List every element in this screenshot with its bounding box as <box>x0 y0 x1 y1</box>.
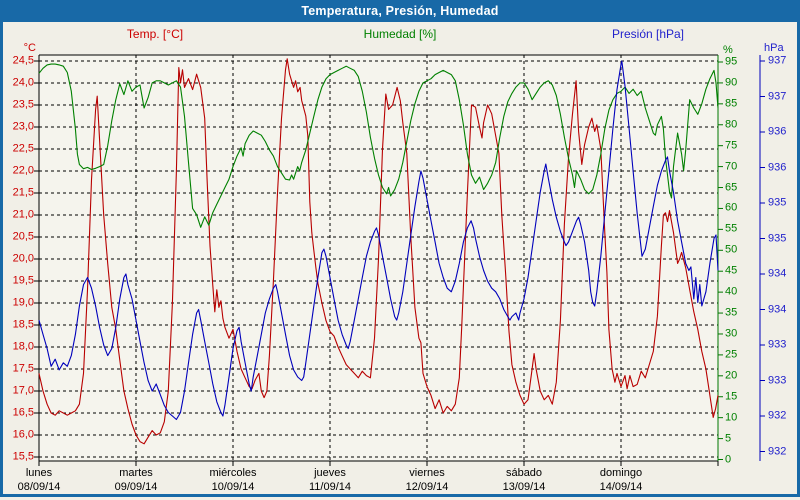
pressure-tick-label: 937 <box>768 90 787 102</box>
day-name-label: lunes <box>25 467 53 479</box>
humidity-tick-label: 30 <box>725 327 738 340</box>
day-name-label: sábado <box>505 467 543 479</box>
humidity-tick-label: 5 <box>725 432 732 445</box>
temp-tick-label: 24,0 <box>12 76 34 89</box>
humidity-tick-label: 65 <box>725 181 738 194</box>
humidity-tick-label: 55 <box>725 222 738 235</box>
pressure-tick-label: 935 <box>768 196 787 209</box>
temp-tick-label: 18,5 <box>12 318 34 331</box>
pressure-axis-unit: hPa <box>764 42 784 54</box>
series-pressure <box>38 60 719 421</box>
pressure-tick-label: 932 <box>768 409 787 422</box>
series-temp <box>38 58 719 445</box>
humidity-tick-label: 35 <box>725 306 738 319</box>
temp-tick-label: 17,0 <box>12 384 34 397</box>
humidity-tick-label: 15 <box>725 390 738 403</box>
humidity-axis-unit: % <box>723 44 733 56</box>
temp-tick-label: 20,0 <box>12 252 34 265</box>
pressure-tick-label: 935 <box>768 232 787 244</box>
temp-tick-label: 17,5 <box>12 362 34 375</box>
pressure-tick-label: 934 <box>768 303 787 315</box>
temp-tick-label: 21,0 <box>12 208 34 221</box>
temp-tick-label: 18,0 <box>12 340 34 353</box>
title-bar: Temperatura, Presión, Humedad <box>0 0 800 22</box>
temp-tick-label: 19,5 <box>12 274 34 287</box>
temp-tick-label: 16,0 <box>12 428 34 441</box>
pressure-tick-label: 933 <box>768 374 787 386</box>
window-border-right <box>797 22 800 497</box>
window-border-left <box>0 22 3 497</box>
legend-temperature: Temp. [°C] <box>126 27 184 41</box>
pressure-tick-label: 936 <box>768 161 787 173</box>
day-name-label: martes <box>119 467 153 479</box>
day-name-label: jueves <box>314 467 346 479</box>
humidity-tick-label: 90 <box>725 76 738 89</box>
temp-tick-label: 23,5 <box>12 98 34 111</box>
window-title: Temperatura, Presión, Humedad <box>301 4 499 18</box>
legend-pressure: Presión [hPa] <box>611 27 685 41</box>
day-name-label: domingo <box>599 467 643 479</box>
legend-humidity: Humedad [%] <box>363 27 437 41</box>
humidity-tick-label: 40 <box>725 285 738 298</box>
humidity-tick-label: 25 <box>725 348 738 361</box>
humidity-tick-label: 10 <box>725 411 738 424</box>
humidity-tick-label: 70 <box>725 160 738 173</box>
temp-axis-unit: °C <box>23 42 36 54</box>
pressure-tick-label: 932 <box>768 445 787 457</box>
humidity-tick-label: 95 <box>725 55 738 68</box>
humidity-tick-label: 50 <box>725 243 738 256</box>
pressure-tick-label: 937 <box>768 54 787 67</box>
temp-tick-label: 20,5 <box>12 230 34 243</box>
humidity-tick-label: 20 <box>725 369 738 382</box>
temp-tick-label: 24,5 <box>12 54 34 67</box>
humidity-tick-label: 60 <box>725 201 738 214</box>
day-date-label: 14/09/14 <box>599 481 643 493</box>
day-date-label: 08/09/14 <box>17 481 61 493</box>
day-date-label: 12/09/14 <box>405 481 449 493</box>
temp-tick-label: 16,5 <box>12 406 34 419</box>
temp-tick-label: 21,5 <box>12 186 34 199</box>
pressure-tick-label: 934 <box>768 267 787 280</box>
day-date-label: 09/09/14 <box>114 481 158 493</box>
humidity-tick-label: 0 <box>725 453 732 465</box>
humidity-tick-label: 80 <box>725 118 738 131</box>
day-name-label: viernes <box>409 467 445 479</box>
window-border-bottom <box>0 494 800 497</box>
humidity-tick-label: 45 <box>725 264 738 277</box>
pressure-tick-label: 936 <box>768 125 787 138</box>
day-date-label: 11/09/14 <box>308 481 352 493</box>
temp-tick-label: 23,0 <box>12 120 34 133</box>
temp-tick-label: 22,5 <box>12 142 34 155</box>
temp-tick-label: 19,0 <box>12 296 34 309</box>
pressure-tick-label: 933 <box>768 338 787 351</box>
temp-tick-label: 22,0 <box>12 164 34 177</box>
humidity-tick-label: 85 <box>725 97 738 110</box>
day-name-label: miércoles <box>209 467 257 479</box>
humidity-tick-label: 75 <box>725 139 738 152</box>
temp-tick-label: 15,5 <box>12 450 34 463</box>
day-date-label: 10/09/14 <box>211 481 255 493</box>
day-date-label: 13/09/14 <box>502 481 546 493</box>
